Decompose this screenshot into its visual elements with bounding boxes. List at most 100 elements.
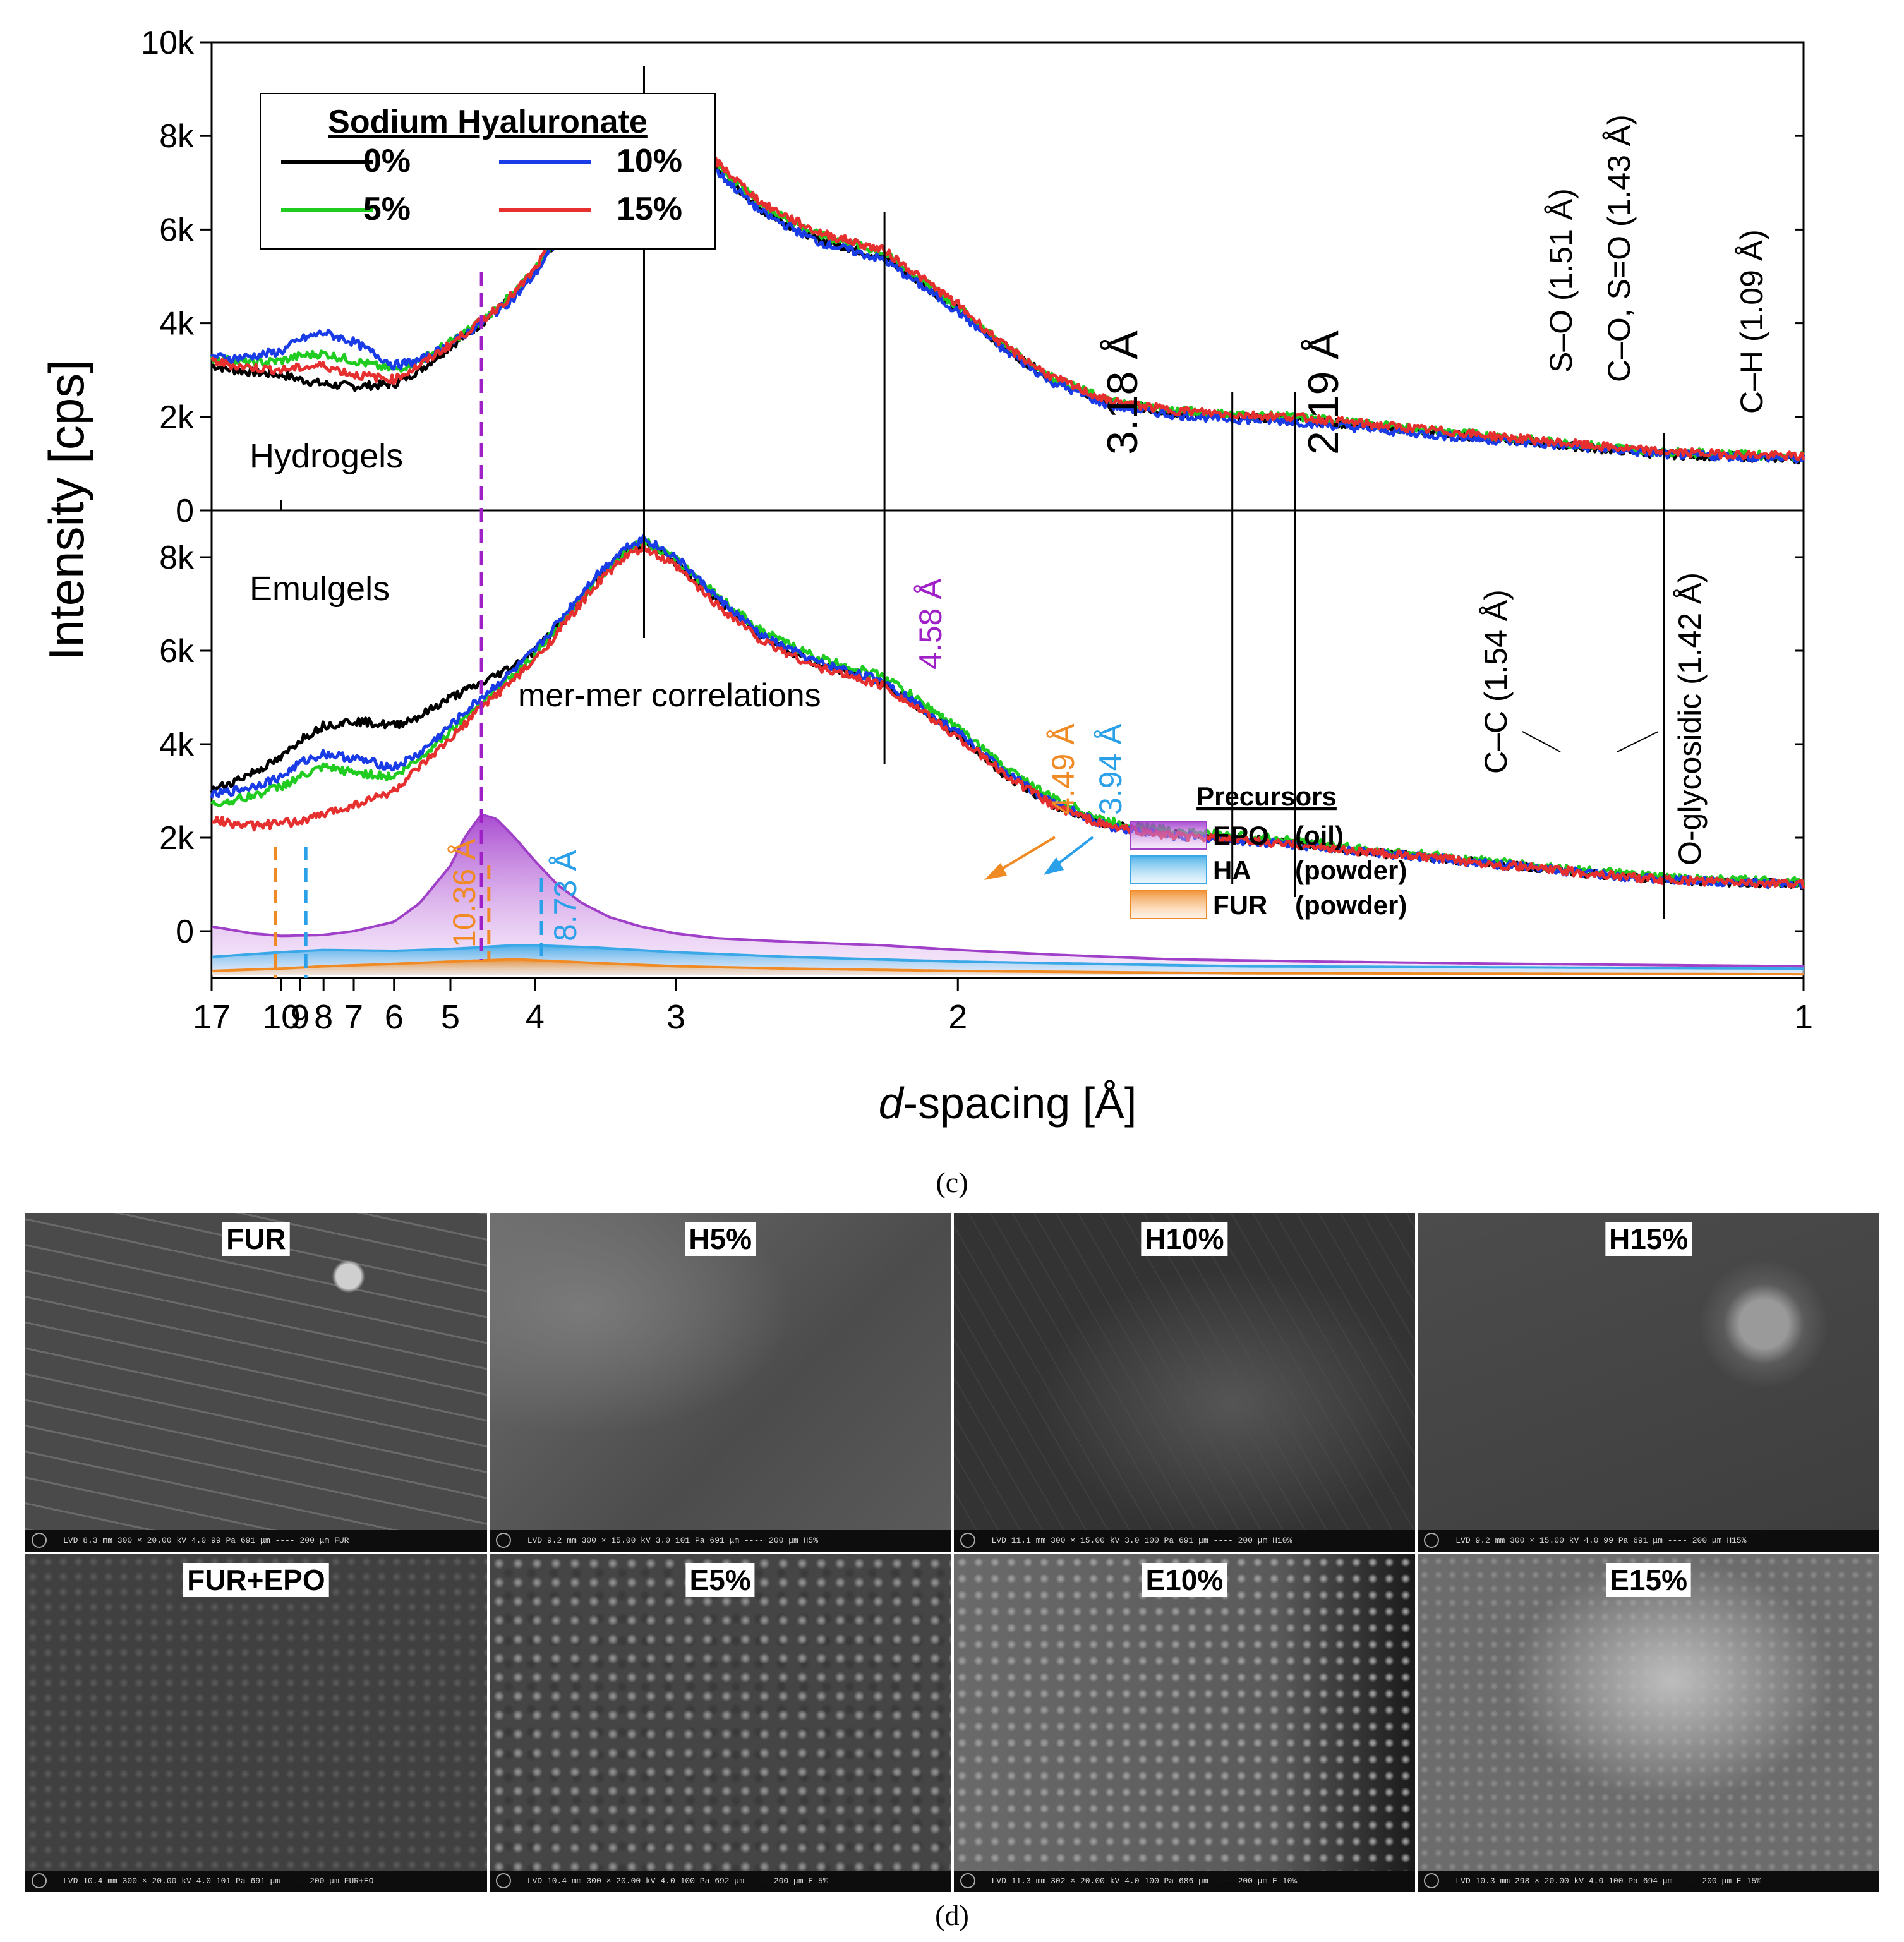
top-ytick-label-4k: 4k xyxy=(159,306,195,342)
xtick-label-5: 5 xyxy=(441,998,460,1036)
sem-panel: E5% LVD 10.4 mm 300 × 20.00 kV 4.0 100 Pa… xyxy=(489,1553,951,1892)
emulgel-series-5pct xyxy=(210,538,1805,888)
sem-databar-text: LVD 10.3 mm 298 × 20.00 kV 4.0 100 Pa 69… xyxy=(1455,1876,1761,1886)
sem-databar-text: LVD 9.2 mm 300 × 15.00 kV 4.0 99 Pa 691 … xyxy=(1455,1535,1747,1545)
sem-panel-label: E10% xyxy=(1142,1562,1227,1597)
sem-databar-text: LVD 11.3 mm 302 × 20.00 kV 4.0 100 Pa 68… xyxy=(991,1876,1298,1886)
top-ytick-label-0: 0 xyxy=(176,493,194,529)
marker-label-3.18: 3.18 Å xyxy=(1099,330,1147,455)
marker-label-1.51: S–O (1.51 Å) xyxy=(1543,188,1579,373)
caption-d: (d) xyxy=(935,1899,969,1931)
marker-label-1.43: C–O, S=O (1.43 Å) xyxy=(1601,114,1637,382)
xtick-label-8: 8 xyxy=(314,998,333,1036)
x-axis-label-italic: d xyxy=(879,1078,905,1128)
precursors-legend-title: Precursors xyxy=(1196,781,1337,811)
emulgel-series-10pct xyxy=(210,534,1805,890)
precursor-legend-swatch-fur xyxy=(1130,890,1207,919)
precursor-legend-name-fur: FUR xyxy=(1213,890,1267,920)
annotation-cc-pointer xyxy=(1522,731,1561,752)
sem-databar-text: LVD 8.3 mm 300 × 20.00 kV 4.0 99 Pa 691 … xyxy=(63,1535,349,1545)
xtick-label-1: 1 xyxy=(1794,998,1813,1036)
xrd-chart: 0 2k 4k 6k 8k 10k 0 2k 4k 6k 8k 17 109 8 7 6 5 4 3 2 1 d-spac… xyxy=(39,25,1813,1128)
sem-databar: LVD 10.4 mm 300 × 20.00 kV 4.0 101 Pa 69… xyxy=(25,1871,487,1892)
xtick-label-10: 10 xyxy=(262,998,300,1036)
xtick-label-17: 17 xyxy=(193,998,231,1036)
sem-image-grid: FUR LVD 8.3 mm 300 × 20.00 kV 4.0 99 Pa 6… xyxy=(25,1213,1879,1892)
top-ytick-label-2k: 2k xyxy=(159,399,195,436)
legend-entry-15pct: 15% xyxy=(617,191,682,227)
sem-databar-text: LVD 10.4 mm 300 × 20.00 kV 4.0 101 Pa 69… xyxy=(63,1876,374,1886)
xtick-label-9: 9 xyxy=(291,998,310,1036)
xtick-label-6: 6 xyxy=(385,998,404,1036)
precursor-legend-tag-fur: (powder) xyxy=(1295,890,1407,920)
sem-panel: H5% LVD 9.2 mm 300 × 15.00 kV 3.0 101 Pa … xyxy=(489,1213,951,1552)
sem-panel-label: FUR+EPO xyxy=(183,1562,329,1597)
precursor-fill-fur xyxy=(212,959,1804,975)
sem-micrograph xyxy=(489,1553,951,1871)
sem-databar-text: LVD 10.4 mm 300 × 20.00 kV 4.0 100 Pa 69… xyxy=(527,1876,828,1886)
dashed-label-3.94: 3.94 Å xyxy=(1093,723,1128,815)
hydrogel-series-15pct xyxy=(210,95,1805,461)
sem-panel-label: E5% xyxy=(685,1562,755,1597)
fei-logo-icon xyxy=(495,1532,511,1548)
xtick-label-4: 4 xyxy=(526,998,545,1036)
fei-logo-icon xyxy=(960,1873,975,1888)
fei-logo-icon xyxy=(1424,1532,1440,1548)
arrowhead-4.49 xyxy=(984,863,1007,880)
sem-micrograph xyxy=(1418,1213,1879,1530)
caption-c: (c) xyxy=(936,1166,968,1198)
top-ytick-label-6k: 6k xyxy=(159,212,195,248)
x-axis-label-rest: -spacing [Å] xyxy=(903,1078,1137,1128)
top-ytick-label-10k: 10k xyxy=(141,25,195,61)
sem-panel: FUR+EPO LVD 10.4 mm 300 × 20.00 kV 4.0 10… xyxy=(25,1553,487,1892)
precursor-line-ha xyxy=(211,944,1804,970)
dashed-label-4.49: 4.49 Å xyxy=(1045,723,1081,815)
emulgel-series-15pct xyxy=(211,542,1805,889)
top-ytick-label-8k: 8k xyxy=(159,118,195,155)
panel-label-emulgels: Emulgels xyxy=(250,570,390,608)
bottom-ytick-label-6k: 6k xyxy=(159,633,195,670)
fei-logo-icon xyxy=(32,1873,47,1888)
annotation-mer-mer: mer-mer correlations xyxy=(518,677,821,714)
arrowhead-3.94 xyxy=(1044,857,1064,875)
annotation-oglycosidic-pointer xyxy=(1617,731,1659,752)
sem-databar: LVD 11.3 mm 302 × 20.00 kV 4.0 100 Pa 68… xyxy=(953,1871,1416,1892)
sem-micrograph xyxy=(25,1553,487,1871)
sem-panel: FUR LVD 8.3 mm 300 × 20.00 kV 4.0 99 Pa 6… xyxy=(25,1213,487,1552)
legend-entry-0pct: 0% xyxy=(363,143,411,179)
precursor-fill-epo xyxy=(212,814,1804,975)
sem-databar: LVD 9.2 mm 300 × 15.00 kV 4.0 99 Pa 691 … xyxy=(1418,1529,1879,1552)
sem-panel-label: H5% xyxy=(685,1222,756,1256)
legend-box xyxy=(260,93,716,250)
sem-databar: LVD 11.1 mm 300 × 15.00 kV 3.0 100 Pa 69… xyxy=(953,1529,1416,1552)
annotation-oglycosidic: O-glycosidic (1.42 Å) xyxy=(1672,572,1708,865)
precursor-legend-swatch-ha xyxy=(1130,855,1207,884)
sem-micrograph xyxy=(1418,1553,1879,1871)
marker-label-1.09: C–H (1.09 Å) xyxy=(1734,229,1769,414)
precursor-line-epo xyxy=(211,813,1804,968)
sem-panel-label: E15% xyxy=(1606,1562,1691,1597)
sem-databar-text: LVD 9.2 mm 300 × 15.00 kV 3.0 101 Pa 691… xyxy=(527,1535,819,1545)
sem-databar: LVD 9.2 mm 300 × 15.00 kV 3.0 101 Pa 691… xyxy=(489,1529,951,1552)
precursor-legend-swatch-epo xyxy=(1130,821,1207,850)
sem-micrograph xyxy=(953,1553,1416,1871)
sem-panel-label: FUR xyxy=(222,1222,290,1256)
fei-logo-icon xyxy=(1424,1873,1440,1888)
fei-logo-icon xyxy=(495,1873,511,1888)
sem-micrograph xyxy=(953,1213,1416,1530)
sem-databar-text: LVD 11.1 mm 300 × 15.00 kV 3.0 100 Pa 69… xyxy=(991,1535,1292,1545)
x-axis-label: d-spacing [Å] xyxy=(879,1078,1137,1128)
sem-databar: LVD 10.3 mm 298 × 20.00 kV 4.0 100 Pa 69… xyxy=(1418,1871,1879,1892)
sem-panel: H15% LVD 9.2 mm 300 × 15.00 kV 4.0 99 Pa … xyxy=(1418,1213,1879,1552)
bottom-ytick-label-8k: 8k xyxy=(159,540,195,576)
sem-panel-label: H10% xyxy=(1141,1222,1228,1256)
fei-logo-icon xyxy=(960,1532,975,1548)
precursor-legend-tag-ha: (powder) xyxy=(1295,855,1407,885)
panel-label-hydrogels: Hydrogels xyxy=(250,437,403,475)
xtick-label-7: 7 xyxy=(344,998,363,1036)
precursor-legend-tag-epo: (oil) xyxy=(1295,821,1344,850)
precursor-legend-name-epo: EPO xyxy=(1213,821,1269,850)
sem-micrograph xyxy=(489,1213,951,1530)
dashed-label-10.36: 10.36 Å xyxy=(447,838,482,948)
bottom-ytick-label-0: 0 xyxy=(176,914,194,950)
